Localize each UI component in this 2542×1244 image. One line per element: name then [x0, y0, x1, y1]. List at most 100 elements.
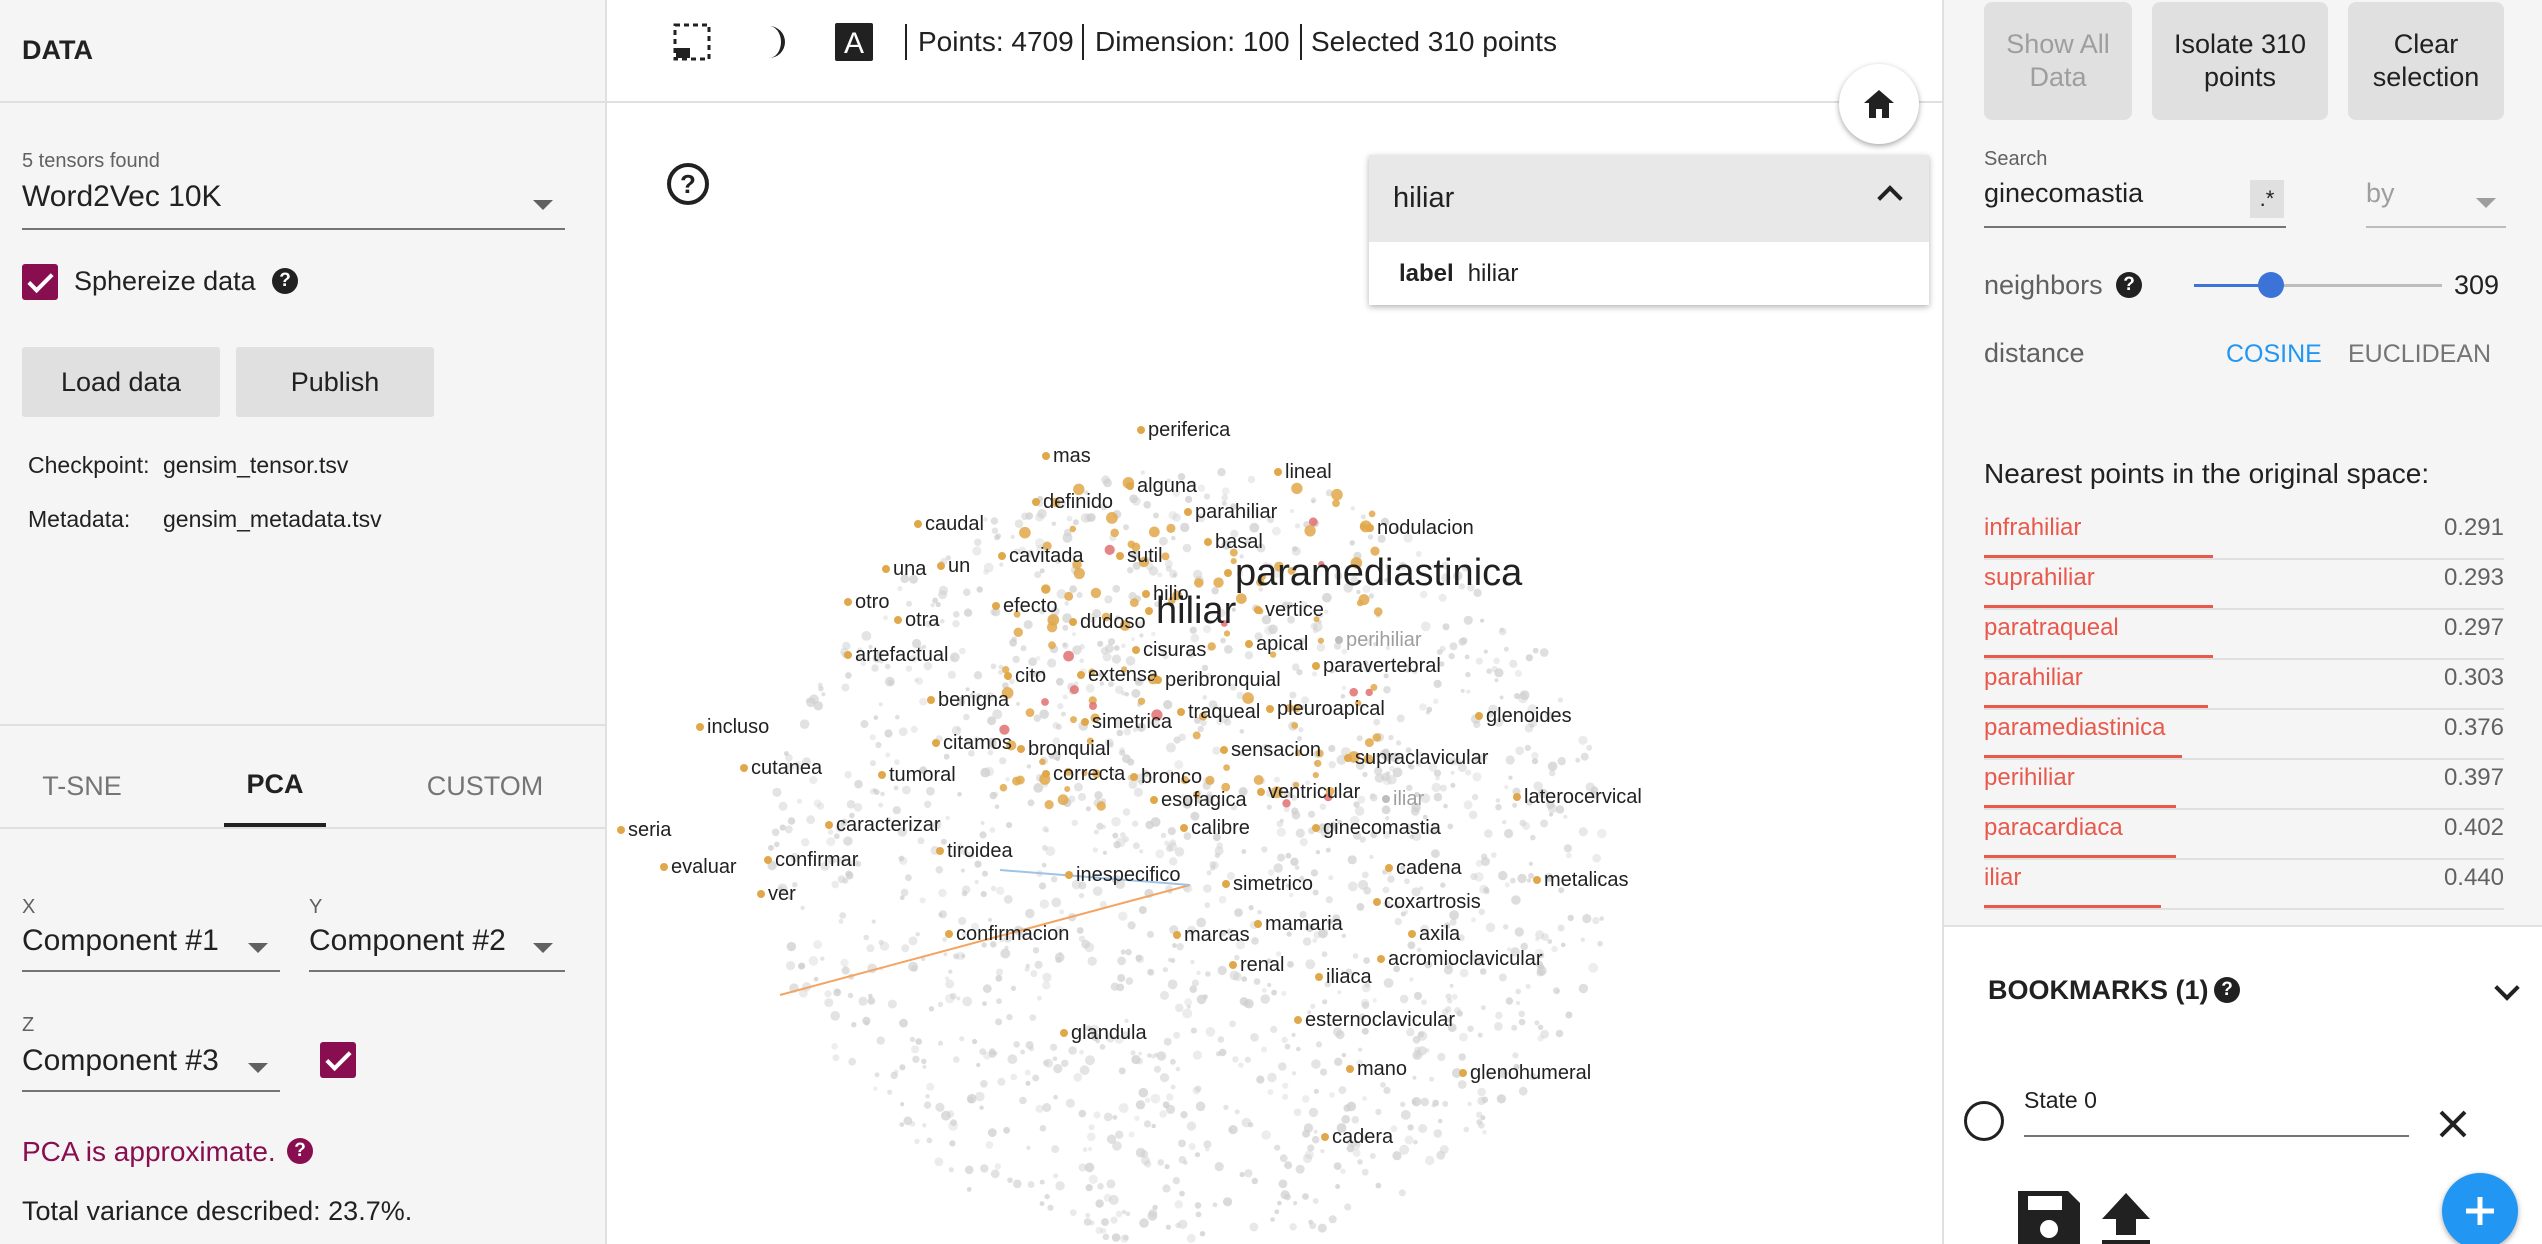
labeled-point[interactable] — [1137, 426, 1145, 434]
labeled-point[interactable] — [1130, 773, 1138, 781]
bookmark-radio[interactable] — [1964, 1101, 2004, 1141]
labeled-point[interactable] — [1373, 898, 1381, 906]
labeled-point[interactable] — [914, 520, 922, 528]
labeled-point[interactable] — [992, 602, 1000, 610]
night-mode-icon[interactable] — [755, 22, 795, 62]
labeled-point[interactable] — [932, 739, 940, 747]
add-bookmark-button[interactable] — [2442, 1173, 2518, 1244]
list-item[interactable]: paracardiaca 0.402 — [1984, 810, 2504, 860]
labeled-point[interactable] — [844, 598, 852, 606]
projection-help-icon[interactable]: ? — [667, 163, 709, 205]
labeled-point[interactable] — [1312, 662, 1320, 670]
bounding-box-select-icon[interactable] — [672, 22, 712, 62]
labeled-point[interactable] — [1042, 452, 1050, 460]
regex-toggle[interactable]: .* — [2250, 180, 2284, 218]
labeled-point[interactable] — [825, 821, 833, 829]
labeled-point[interactable] — [617, 826, 625, 834]
list-item[interactable]: suprahiliar 0.293 — [1984, 560, 2504, 610]
isolate-points-button[interactable]: Isolate 310 points — [2152, 2, 2328, 120]
search-input[interactable]: ginecomastia .* — [1984, 178, 2286, 228]
neighbor-word[interactable]: parahiliar — [1984, 664, 2083, 691]
neighbor-word[interactable]: infrahiliar — [1984, 514, 2082, 541]
labeled-point[interactable] — [1533, 876, 1541, 884]
labeled-point[interactable] — [1274, 468, 1282, 476]
sphereize-help-icon[interactable]: ? — [272, 268, 298, 294]
labeled-point[interactable] — [660, 863, 668, 871]
labeled-point[interactable] — [1222, 880, 1230, 888]
publish-button[interactable]: Publish — [236, 347, 434, 417]
labeled-point[interactable] — [740, 764, 748, 772]
labeled-point[interactable] — [1126, 482, 1134, 490]
labeled-point[interactable] — [1377, 955, 1385, 963]
labeled-point[interactable] — [1366, 524, 1374, 532]
labeled-point[interactable] — [757, 890, 765, 898]
tab-tsne[interactable]: T-SNE — [42, 770, 122, 801]
bookmark-name-input[interactable]: State 0 — [2024, 1087, 2409, 1137]
reset-view-button[interactable] — [1839, 64, 1919, 144]
labeled-point[interactable] — [764, 856, 772, 864]
labeled-point[interactable] — [1346, 1065, 1354, 1073]
labeled-point[interactable] — [1145, 607, 1153, 615]
labeled-point[interactable] — [882, 565, 890, 573]
neighbor-word[interactable]: paramediastinica — [1984, 714, 2166, 741]
y-component-select[interactable]: Component #2 — [309, 924, 565, 972]
labeled-point[interactable] — [1173, 931, 1181, 939]
labeled-point[interactable] — [1229, 961, 1237, 969]
labeled-point[interactable] — [1177, 708, 1185, 716]
labeled-point[interactable] — [1081, 718, 1089, 726]
labeled-point[interactable] — [1385, 864, 1393, 872]
labeled-point[interactable] — [936, 847, 944, 855]
tab-custom[interactable]: CUSTOM — [426, 770, 544, 801]
load-data-button[interactable]: Load data — [22, 347, 220, 417]
labeled-point[interactable] — [1180, 824, 1188, 832]
distance-cosine-option[interactable]: COSINE — [2226, 340, 2322, 368]
neighbor-word[interactable]: perihiliar — [1984, 764, 2075, 791]
save-icon[interactable] — [2018, 1191, 2080, 1244]
pca-help-icon[interactable]: ? — [287, 1138, 313, 1164]
labeled-point[interactable] — [1069, 618, 1077, 626]
labeled-point[interactable] — [1042, 770, 1050, 778]
list-item[interactable]: paramediastinica 0.376 — [1984, 710, 2504, 760]
labeled-point[interactable] — [1004, 672, 1012, 680]
labeled-point[interactable] — [1513, 793, 1521, 801]
labeled-point[interactable] — [1132, 646, 1140, 654]
labeled-point[interactable] — [1315, 973, 1323, 981]
neighbor-word[interactable]: paratraqueal — [1984, 614, 2119, 641]
sphereize-checkbox[interactable] — [22, 264, 58, 300]
labeled-point[interactable] — [1154, 676, 1162, 684]
close-icon[interactable] — [2438, 1109, 2468, 1139]
labeled-point[interactable] — [1459, 1069, 1467, 1077]
show-all-data-button[interactable]: Show All Data — [1984, 2, 2132, 120]
labeled-point[interactable] — [1065, 871, 1073, 879]
labeled-point[interactable] — [1150, 796, 1158, 804]
labeled-point[interactable] — [1312, 824, 1320, 832]
labeled-point[interactable] — [1142, 590, 1150, 598]
upload-icon[interactable] — [2100, 1191, 2152, 1244]
labeled-point[interactable] — [1204, 538, 1212, 546]
labeled-point[interactable] — [844, 651, 852, 659]
labeled-point[interactable] — [1294, 1016, 1302, 1024]
list-item[interactable]: perihiliar 0.397 — [1984, 760, 2504, 810]
labeled-point[interactable] — [1116, 552, 1124, 560]
labeled-point[interactable] — [1032, 498, 1040, 506]
labeled-point[interactable] — [894, 616, 902, 624]
labeled-point[interactable] — [1254, 920, 1262, 928]
labeled-point[interactable] — [1184, 508, 1192, 516]
labeled-point[interactable] — [1077, 671, 1085, 679]
list-item[interactable]: parahiliar 0.303 — [1984, 660, 2504, 710]
labeled-point[interactable] — [1266, 705, 1274, 713]
labeled-point[interactable] — [937, 562, 945, 570]
labeled-point[interactable] — [1220, 746, 1228, 754]
tensor-select[interactable]: Word2Vec 10K — [22, 180, 565, 230]
chevron-up-icon[interactable] — [1877, 185, 1903, 211]
distance-euclidean-option[interactable]: EUCLIDEAN — [2348, 340, 2492, 368]
list-item[interactable]: iliar 0.440 — [1984, 860, 2504, 910]
labeled-point[interactable] — [696, 723, 704, 731]
x-component-select[interactable]: Component #1 — [22, 924, 280, 972]
search-by-select[interactable]: by — [2366, 178, 2506, 228]
labeled-point[interactable] — [1224, 569, 1232, 577]
labeled-point[interactable] — [998, 552, 1006, 560]
list-item[interactable]: paratraqueal 0.297 — [1984, 610, 2504, 660]
z-component-select[interactable]: Component #3 — [22, 1044, 280, 1092]
labeled-point[interactable] — [945, 930, 953, 938]
